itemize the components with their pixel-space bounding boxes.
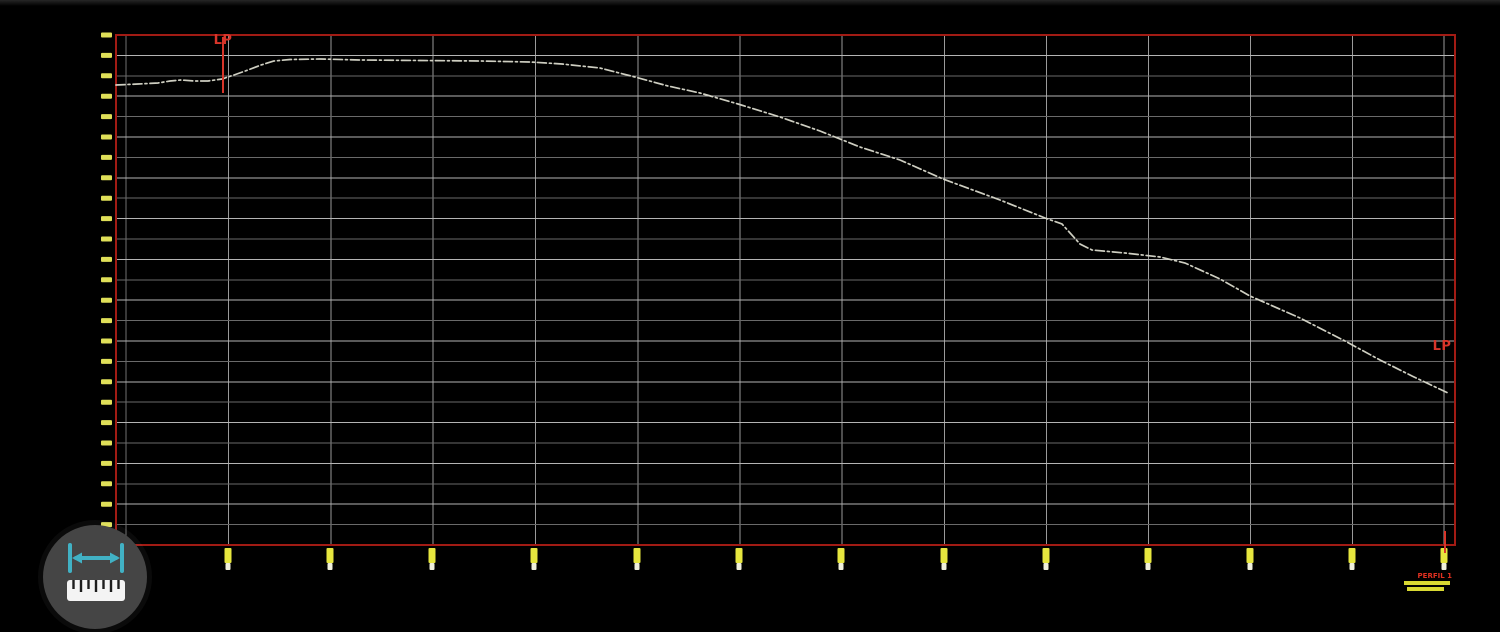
station-label-tip	[941, 563, 947, 570]
elevation-tick	[101, 379, 112, 385]
elevation-tick	[101, 73, 112, 79]
station-label-tip	[838, 563, 844, 570]
elevation-tick	[101, 93, 112, 99]
elevation-tick	[101, 52, 112, 58]
title-block-text: PERFIL 1	[1418, 572, 1453, 580]
elevation-tick	[101, 277, 112, 283]
elevation-tick	[101, 338, 112, 344]
elevation-tick	[101, 134, 112, 140]
elevation-tick	[101, 358, 112, 364]
elevation-tick	[101, 154, 112, 160]
elevation-tick	[101, 399, 112, 405]
elevation-tick	[101, 460, 112, 466]
station-label	[1144, 548, 1152, 563]
elevation-tick	[101, 175, 112, 181]
lp-left-label: LP	[214, 33, 233, 48]
station-label	[326, 548, 334, 563]
station-label-tip	[327, 563, 333, 570]
station-label-tip	[1145, 563, 1151, 570]
station-label-tip	[1247, 563, 1253, 570]
station-label	[1246, 548, 1254, 563]
station-label	[1348, 548, 1356, 563]
measure-tool-button[interactable]	[43, 525, 147, 629]
elevation-tick	[101, 236, 112, 242]
elevation-tick	[101, 195, 112, 201]
station-label	[1042, 548, 1050, 563]
station-label-tip	[736, 563, 742, 570]
elevation-tick	[101, 216, 112, 222]
elevation-tick	[101, 32, 112, 38]
elevation-tick	[101, 481, 112, 487]
station-label	[735, 548, 743, 563]
ruler-icon	[67, 580, 125, 601]
station-label-tip	[429, 563, 435, 570]
elevation-tick	[101, 318, 112, 324]
elevation-tick	[101, 420, 112, 426]
station-label	[530, 548, 538, 563]
terrain-profile-line	[115, 58, 1449, 394]
elevation-tick	[101, 297, 112, 303]
lp-right-label: LP	[1433, 339, 1452, 354]
station-label-tip	[634, 563, 640, 570]
title-block-bar	[1404, 581, 1450, 585]
elevation-tick	[101, 256, 112, 262]
station-label-tip	[1441, 563, 1447, 570]
measure-tool-icon	[67, 543, 125, 601]
station-label	[428, 548, 436, 563]
station-label-tip	[225, 563, 231, 570]
station-label	[224, 548, 232, 563]
horizontal-measure-arrow-icon	[68, 543, 124, 573]
station-label-tip	[1043, 563, 1049, 570]
station-label	[633, 548, 641, 563]
elevation-tick	[101, 440, 112, 446]
elevation-tick	[101, 501, 112, 507]
station-label	[837, 548, 845, 563]
station-label	[940, 548, 948, 563]
station-label-tip	[531, 563, 537, 570]
elevation-tick	[101, 114, 112, 120]
station-label-tip	[1349, 563, 1355, 570]
title-block-bar	[1407, 587, 1444, 591]
plot-border	[115, 34, 1456, 546]
